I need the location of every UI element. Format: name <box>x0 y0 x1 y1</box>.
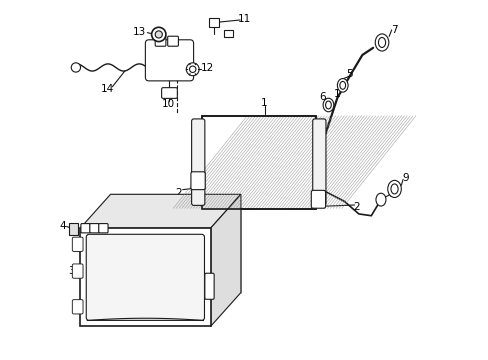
Ellipse shape <box>375 193 385 206</box>
Ellipse shape <box>323 98 333 112</box>
FancyBboxPatch shape <box>190 172 205 190</box>
Ellipse shape <box>387 180 401 198</box>
Text: 1: 1 <box>333 89 340 99</box>
FancyBboxPatch shape <box>90 224 99 233</box>
Text: 8: 8 <box>387 189 394 199</box>
FancyBboxPatch shape <box>162 87 177 98</box>
FancyBboxPatch shape <box>312 119 325 205</box>
Text: 12: 12 <box>200 63 213 73</box>
Polygon shape <box>210 194 241 327</box>
Circle shape <box>151 27 165 41</box>
FancyBboxPatch shape <box>99 224 108 233</box>
Circle shape <box>186 63 199 76</box>
Text: 4: 4 <box>59 221 65 231</box>
Text: 2: 2 <box>353 202 360 212</box>
FancyBboxPatch shape <box>145 40 193 81</box>
FancyBboxPatch shape <box>155 36 165 46</box>
Bar <box>201 116 315 208</box>
Ellipse shape <box>339 81 345 89</box>
Text: 10: 10 <box>162 99 175 109</box>
Ellipse shape <box>378 37 385 48</box>
Text: 13: 13 <box>132 27 145 37</box>
FancyBboxPatch shape <box>72 264 83 278</box>
FancyBboxPatch shape <box>72 300 83 314</box>
Circle shape <box>189 66 196 72</box>
Circle shape <box>155 31 162 38</box>
Ellipse shape <box>325 101 331 109</box>
Text: 5: 5 <box>345 68 352 78</box>
Bar <box>209 18 219 27</box>
FancyBboxPatch shape <box>191 119 204 205</box>
Ellipse shape <box>337 78 347 92</box>
FancyBboxPatch shape <box>72 237 83 251</box>
Bar <box>224 30 232 37</box>
Text: 7: 7 <box>390 25 397 35</box>
Ellipse shape <box>390 184 397 194</box>
Polygon shape <box>80 228 210 327</box>
Polygon shape <box>80 194 241 228</box>
Text: 3: 3 <box>68 266 74 276</box>
Polygon shape <box>69 223 78 235</box>
FancyBboxPatch shape <box>204 273 214 299</box>
FancyBboxPatch shape <box>86 234 204 320</box>
FancyBboxPatch shape <box>167 36 178 46</box>
Text: 1: 1 <box>261 98 267 108</box>
Ellipse shape <box>374 34 388 51</box>
FancyBboxPatch shape <box>311 190 325 208</box>
Text: 9: 9 <box>402 173 408 183</box>
Circle shape <box>71 63 81 72</box>
Text: 14: 14 <box>100 84 113 94</box>
Text: 6: 6 <box>318 92 325 102</box>
Text: 2: 2 <box>175 188 182 198</box>
Bar <box>201 116 315 208</box>
Text: 11: 11 <box>237 14 251 24</box>
FancyBboxPatch shape <box>81 224 90 233</box>
